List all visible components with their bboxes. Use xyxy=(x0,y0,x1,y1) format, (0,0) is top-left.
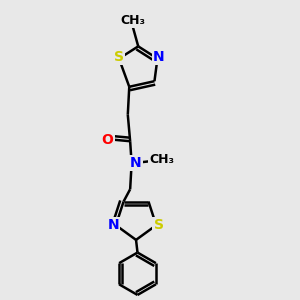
Text: CH₃: CH₃ xyxy=(149,153,174,166)
Text: N: N xyxy=(108,218,119,232)
Text: CH₃: CH₃ xyxy=(120,14,146,27)
Text: O: O xyxy=(101,133,113,147)
Text: N: N xyxy=(130,156,142,170)
Text: S: S xyxy=(154,218,164,232)
Text: S: S xyxy=(114,50,124,64)
Text: N: N xyxy=(153,50,165,64)
